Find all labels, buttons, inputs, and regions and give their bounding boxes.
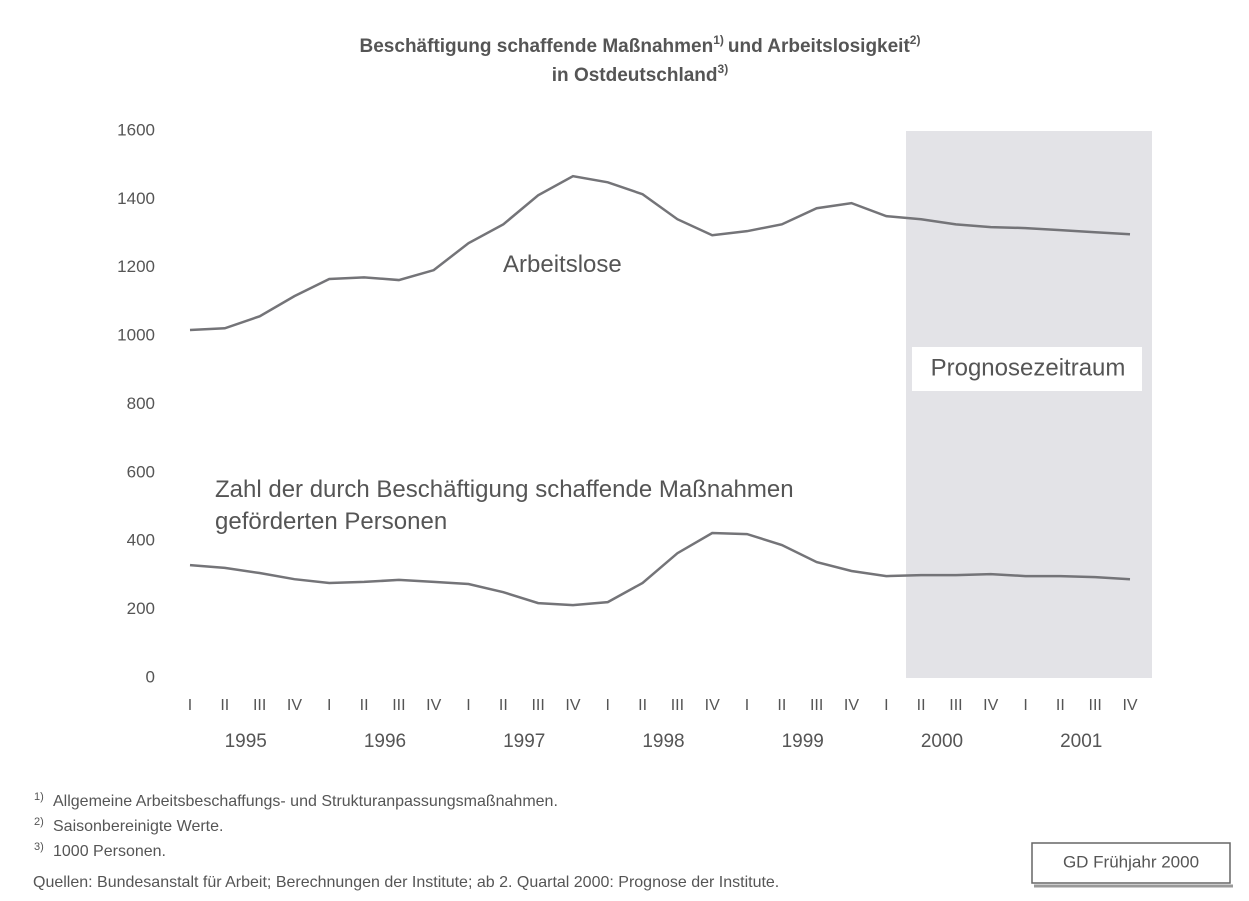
y-tick-label: 200 [127,599,155,618]
y-tick-label: 600 [127,462,155,481]
annotation: Prognosezeitraum [931,354,1126,381]
y-tick-label: 1200 [117,257,155,276]
x-tick-label: I [327,697,331,714]
title-sup: 3) [718,62,729,76]
year-label: 1996 [364,731,406,752]
x-tick-label: II [499,697,508,714]
title-text: in Ostdeutschland [552,65,718,86]
footnote: Allgemeine Arbeitsbeschaffungs- und Stru… [53,793,558,810]
footnote: 1000 Personen. [53,843,166,860]
x-tick-label: IV [565,697,580,714]
x-tick-label: IV [844,697,859,714]
x-tick-label: II [917,697,926,714]
x-tick-label: I [188,697,192,714]
year-label: 2001 [1060,731,1102,752]
x-tick-label: I [606,697,610,714]
year-label: 2000 [921,731,963,752]
y-tick-label: 1600 [117,120,155,139]
chart-title: Beschäftigung schaffende Maßnahmen1) und … [360,33,921,57]
x-tick-label: III [810,697,823,714]
x-tick-label: I [466,697,470,714]
x-tick-label: II [777,697,786,714]
title-sup: 2) [910,33,921,47]
x-tick-label: IV [983,697,998,714]
series-line [189,531,1131,607]
x-tick-label: I [745,697,749,714]
x-tick-label: II [360,697,369,714]
x-tick-label: IV [705,697,720,714]
year-label: 1997 [503,731,545,752]
series-line [189,174,1131,332]
x-tick-label: III [392,697,405,714]
chart-title: in Ostdeutschland3) [552,62,728,86]
x-tick-label: I [1023,697,1027,714]
forecast-shade [906,131,1152,678]
y-tick-label: 800 [127,394,155,413]
source: Quellen: Bundesanstalt für Arbeit; Berec… [33,874,779,891]
x-tick-label: III [253,697,266,714]
year-label: 1999 [782,731,824,752]
title-text: Beschäftigung schaffende Maßnahmen [360,36,714,57]
badge-box [1031,842,1231,884]
footnote-mark: 3) [34,841,44,853]
footnote-mark: 2) [34,816,44,828]
annotation-box [912,347,1142,391]
x-tick-label: IV [1122,697,1137,714]
badge: GD Frühjahr 2000 [1063,852,1199,871]
y-tick-label: 1000 [117,326,155,345]
x-tick-label: II [1056,697,1065,714]
series-label: Zahl der durch Beschäftigung schaffende … [215,476,794,535]
x-tick-label: III [949,697,962,714]
title-text: und Arbeitslosigkeit [728,36,911,57]
x-tick-label: II [220,697,229,714]
x-tick-label: III [671,697,684,714]
x-tick-label: III [1089,697,1102,714]
x-tick-label: III [531,697,544,714]
x-tick-label: II [638,697,647,714]
y-tick-label: 400 [127,531,155,550]
x-tick-label: I [884,697,888,714]
footnote: Saisonbereinigte Werte. [53,818,223,835]
series-label: Arbeitslose [503,251,622,278]
footnote-mark: 1) [34,791,44,803]
y-tick-label: 1400 [117,189,155,208]
year-label: 1995 [225,731,267,752]
y-tick-label: 0 [146,667,155,686]
x-tick-label: IV [287,697,302,714]
title-sup: 1) [713,33,724,47]
year-label: 1998 [642,731,684,752]
x-tick-label: IV [426,697,441,714]
